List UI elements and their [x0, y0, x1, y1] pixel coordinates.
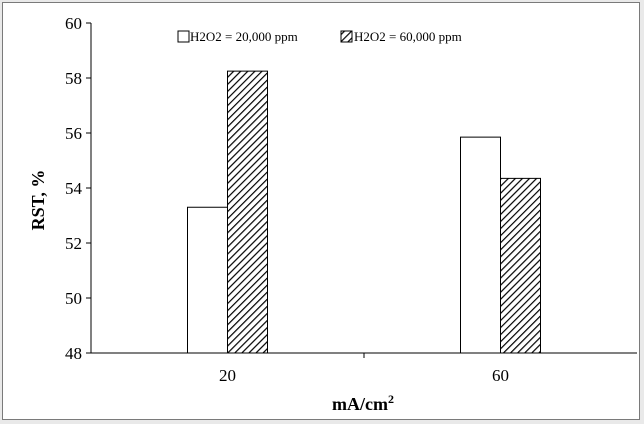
bars [187, 70, 541, 354]
legend-label-series-2: H2O2 = 60,000 ppm [354, 29, 462, 44]
legend-swatch-series-2 [340, 30, 353, 43]
y-tick-label: 58 [65, 69, 82, 88]
legend-swatch-series-1 [177, 30, 190, 43]
y-tick-label: 50 [65, 289, 82, 308]
x-tick-label: 60 [492, 366, 509, 385]
bar-series-1-20 [187, 206, 228, 354]
bar-series-1-60 [460, 136, 501, 354]
y-tick-label: 52 [65, 234, 82, 253]
x-tick-labels: 20 60 [219, 366, 509, 385]
y-tick-label: 48 [65, 344, 82, 363]
x-axis [91, 352, 637, 358]
y-tick-labels: 48 50 52 54 56 58 60 [65, 14, 83, 363]
bar-series-2-60 [500, 177, 541, 354]
legend-label-series-1: H2O2 = 20,000 ppm [190, 29, 298, 44]
y-tick-label: 54 [65, 179, 83, 198]
legend: H2O2 = 20,000 ppm H2O2 = 60,000 ppm [177, 29, 462, 44]
y-tick-label: 56 [65, 124, 82, 143]
y-axis-label: RST, % [28, 170, 48, 231]
x-tick-label: 20 [219, 366, 236, 385]
y-axis [86, 22, 92, 354]
bar-series-2-20 [227, 70, 268, 354]
y-tick-label: 60 [65, 14, 82, 33]
x-axis-label: mA/cm2 [332, 392, 394, 414]
